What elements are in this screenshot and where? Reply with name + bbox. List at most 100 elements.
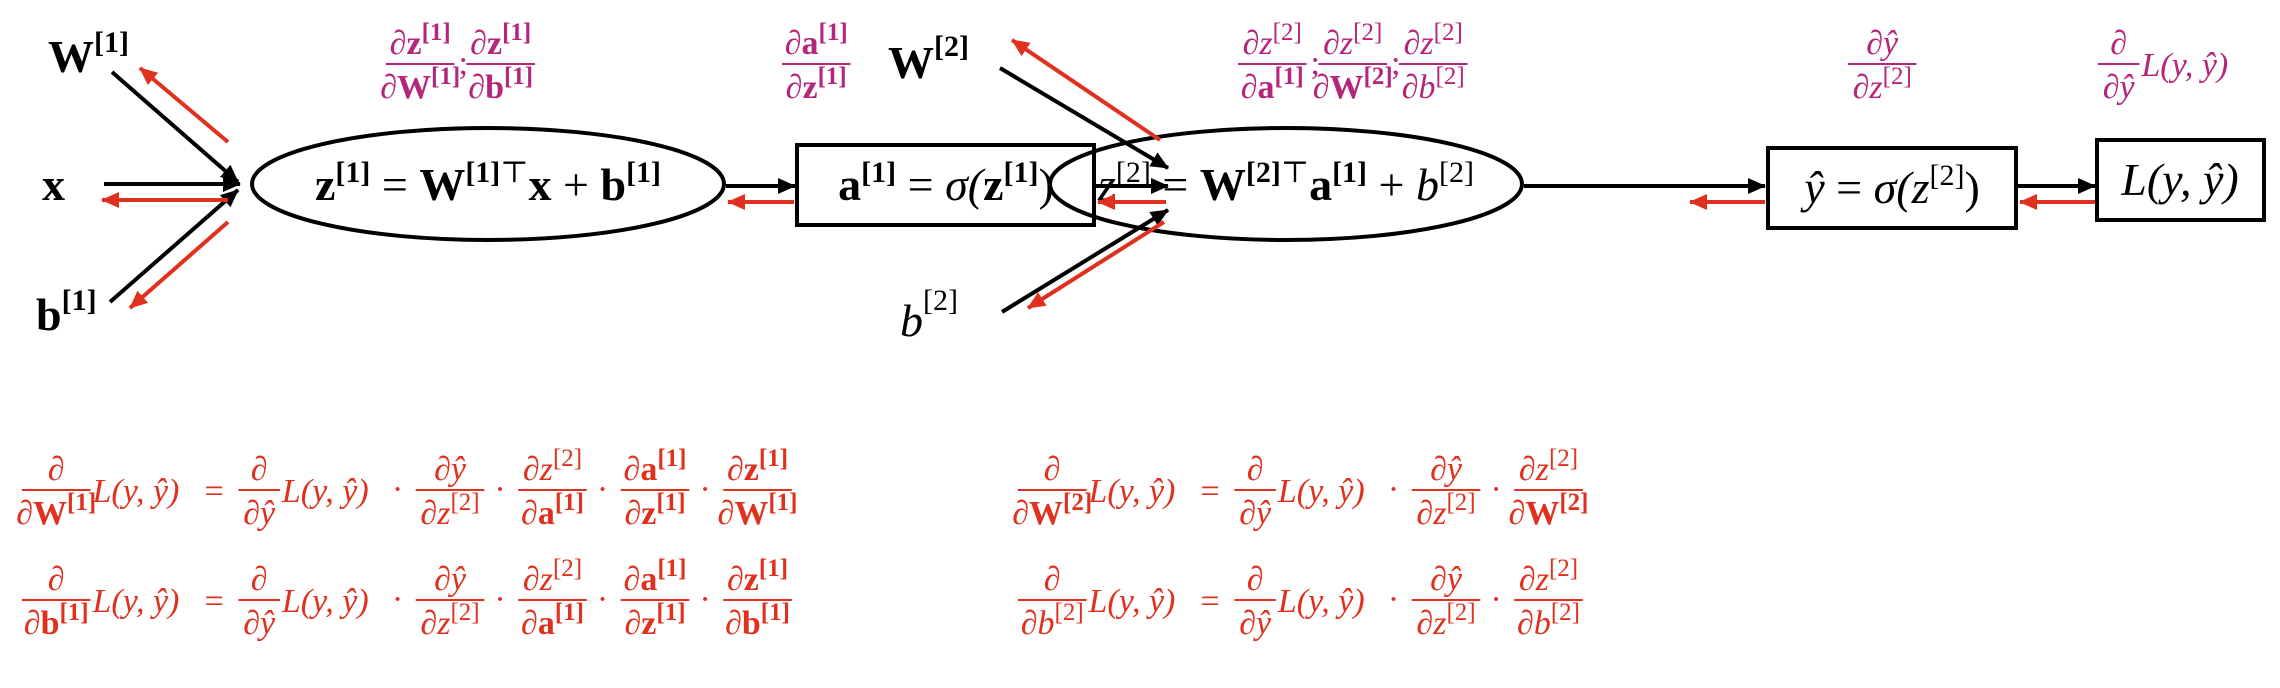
forward-arrow-w2	[998, 66, 1170, 170]
chain-eq-3-factor-2-denominator: ∂b[2]	[1517, 599, 1580, 642]
local-grad-separator: ;	[1311, 45, 1320, 82]
backward-arrows	[101, 38, 2095, 310]
chain-eq-1-dot: ·	[392, 581, 403, 618]
chain-eq-3-dot: ·	[1490, 581, 1501, 618]
chain-rule-equations: ∂∂W[1]L(y, ŷ) =∂∂ŷL(y, ŷ) ·∂ŷ∂z[2] ·∂z[2]∂a…	[16, 445, 1588, 642]
chain-eq-1-factor-2: ∂z[2]∂a[1]	[518, 555, 587, 642]
chain-eq-1-factor-1-denominator: ∂z[2]	[420, 599, 479, 642]
local-grad-z1-0-denominator: ∂W[1]	[380, 63, 460, 106]
chain-eq-0-dot: ·	[392, 471, 403, 508]
chain-eq-3-lhs-suffix: L(y, ŷ)	[1088, 583, 1176, 620]
local-grad-z2-0-denominator: ∂a[1]	[1241, 63, 1304, 106]
chain-eq-0-factor-2-denominator: ∂a[1]	[521, 489, 584, 532]
node-a1-expression: a[1] = σ(z[1])	[838, 156, 1054, 210]
forward-arrow-b1	[108, 188, 240, 304]
input-x-label: x	[42, 159, 65, 210]
local-grad-z2-0: ∂z[2]∂a[1]	[1237, 19, 1307, 106]
chain-eq-0-factor-1: ∂ŷ∂z[2]	[415, 451, 485, 532]
node-yhat-expression: ŷ = σ(z[2])	[1800, 159, 1980, 213]
chain-eq-2-factor-1-numerator: ∂ŷ	[1430, 451, 1463, 488]
chain-eq-1-factor-0-suffix: L(y, ŷ)	[281, 583, 369, 620]
chain-eq-3-lhs-numerator: ∂	[1044, 561, 1061, 598]
chain-eq-0-factor-0-numerator: ∂	[251, 451, 268, 488]
chain-eq-0-factor-0-denominator: ∂ŷ	[243, 495, 276, 532]
input-w2-label: W[2]	[888, 30, 969, 88]
chain-eq-0-factor-0: ∂ ∂ŷL(y, ŷ)	[238, 451, 369, 532]
chain-eq-0-lhs-suffix: L(y, ŷ)	[92, 473, 180, 510]
chain-eq-1-factor-2-numerator: ∂z[2]	[523, 555, 582, 598]
chain-eq-1-factor-3-numerator: ∂a[1]	[624, 555, 687, 598]
forward-arrow-w1	[110, 70, 240, 184]
chain-eq-3-factor-1: ∂ŷ∂z[2]	[1411, 561, 1481, 642]
local-grad-separator: ;	[459, 45, 468, 82]
chain-eq-2-factor-2-numerator: ∂z[2]	[1519, 445, 1578, 488]
chain-eq-1-factor-0: ∂ ∂ŷL(y, ŷ)	[238, 561, 369, 642]
local-grad-z2-1-numerator: ∂z[2]	[1323, 19, 1382, 62]
backward-arrow-w1	[138, 66, 230, 144]
chain-eq-0-factor-3-numerator: ∂a[1]	[624, 445, 687, 488]
chain-eq-0-factor-4: ∂z[1]∂W[1]	[718, 445, 798, 532]
local-grad-loss-0: ∂ ∂ŷL(y, ŷ)	[2098, 25, 2228, 106]
local-grad-z2-0-numerator: ∂z[2]	[1243, 19, 1302, 62]
local-grad-z1-1: ∂z[1]∂b[1]	[466, 19, 535, 106]
chain-eq-1-lhs-denominator: ∂b[1]	[24, 599, 89, 642]
chain-eq-2-factor-2-denominator: ∂W[2]	[1509, 489, 1589, 532]
chain-eq-1-equals: =	[204, 583, 223, 620]
chain-eq-2-dot: ·	[1388, 471, 1399, 508]
chain-eq-3-factor-0-denominator: ∂ŷ	[1239, 605, 1272, 642]
chain-eq-3-dot: ·	[1388, 581, 1399, 618]
local-grad-loss-0-suffix: L(y, ŷ)	[2140, 47, 2228, 84]
chain-eq-1-factor-1: ∂ŷ∂z[2]	[415, 561, 485, 642]
node-z2-outline	[1048, 126, 1524, 242]
chain-eq-0-factor-4-denominator: ∂W[1]	[718, 489, 798, 532]
chain-eq-3-equals: =	[1200, 583, 1219, 620]
chain-eq-0-factor-1-numerator: ∂ŷ	[434, 451, 467, 488]
chain-eq-0-factor-2: ∂z[2]∂a[1]	[518, 445, 587, 532]
local-grad-a1-0: ∂a[1]∂z[1]	[781, 19, 851, 106]
chain-eq-0-dot: ·	[597, 471, 608, 508]
node-loss-expression: L(y, ŷ)	[2120, 154, 2239, 205]
node-z1-expression: z[1] = W[1]⊤x + b[1]	[315, 156, 661, 210]
chain-eq-1-lhs: ∂∂b[1] L(y, ŷ)	[21, 561, 179, 642]
chain-eq-1-factor-1-numerator: ∂ŷ	[434, 561, 467, 598]
chain-eq-0-dot: ·	[699, 471, 710, 508]
local-grad-a1-0-denominator: ∂z[1]	[786, 63, 847, 106]
chain-eq-1-dot: ·	[494, 581, 505, 618]
chain-eq-0-factor-3-denominator: ∂z[1]	[624, 489, 685, 532]
backward-arrow-w2	[1010, 38, 1162, 142]
chain-eq-2-equals: =	[1200, 473, 1219, 510]
local-grad-yhat-0-numerator: ∂ŷ	[1866, 25, 1899, 62]
chain-eq-2-factor-1: ∂ŷ∂z[2]	[1411, 451, 1481, 532]
local-grad-z2-1-denominator: ∂W[2]	[1313, 63, 1393, 106]
chain-eq-2-factor-0-denominator: ∂ŷ	[1239, 495, 1272, 532]
chain-eq-2-dot: ·	[1490, 471, 1501, 508]
node-yhat-outline	[1766, 146, 2018, 230]
local-gradient-labels: ∂z[1]∂W[1];∂z[1]∂b[1]∂a[1]∂z[1]∂z[2]∂a[1…	[380, 19, 2228, 106]
chain-eq-0-factor-2-numerator: ∂z[2]	[523, 445, 582, 488]
chain-eq-2-factor-0-numerator: ∂	[1247, 451, 1264, 488]
input-b1-label: b[1]	[36, 284, 97, 340]
local-grad-yhat-0-denominator: ∂z[2]	[1853, 63, 1912, 106]
local-grad-z1-1-denominator: ∂b[1]	[468, 63, 533, 106]
chain-eq-3-factor-0-suffix: L(y, ŷ)	[1277, 583, 1365, 620]
chain-eq-1-factor-0-numerator: ∂	[251, 561, 268, 598]
chain-eq-0-factor-4-numerator: ∂z[1]	[727, 445, 788, 488]
local-grad-z2-2-numerator: ∂z[2]	[1404, 19, 1463, 62]
node-a1-outline	[795, 143, 1096, 227]
chain-eq-1-factor-4-denominator: ∂b[1]	[725, 599, 790, 642]
chain-eq-0-equals: =	[204, 473, 223, 510]
local-grad-separator: ;	[1391, 45, 1400, 82]
input-b2-label: b[2]	[900, 284, 958, 346]
local-grad-loss-0-numerator: ∂	[2110, 25, 2127, 62]
chain-eq-2-factor-2: ∂z[2]∂W[2]	[1509, 445, 1589, 532]
backward-arrow-b1	[128, 220, 230, 310]
chain-eq-2-lhs-denominator: ∂W[2]	[1012, 489, 1092, 532]
local-grad-loss-0-denominator: ∂ŷ	[2103, 69, 2136, 106]
local-grad-a1-0-numerator: ∂a[1]	[785, 19, 848, 62]
chain-eq-3-factor-2-numerator: ∂z[2]	[1519, 555, 1578, 598]
chain-eq-3-factor-1-numerator: ∂ŷ	[1430, 561, 1463, 598]
local-grad-z2-1: ∂z[2]∂W[2]	[1313, 19, 1393, 106]
node-loss-outline	[2095, 138, 2266, 222]
chain-eq-1-factor-4-numerator: ∂z[1]	[727, 555, 788, 598]
chain-eq-2-factor-0-suffix: L(y, ŷ)	[1277, 473, 1365, 510]
